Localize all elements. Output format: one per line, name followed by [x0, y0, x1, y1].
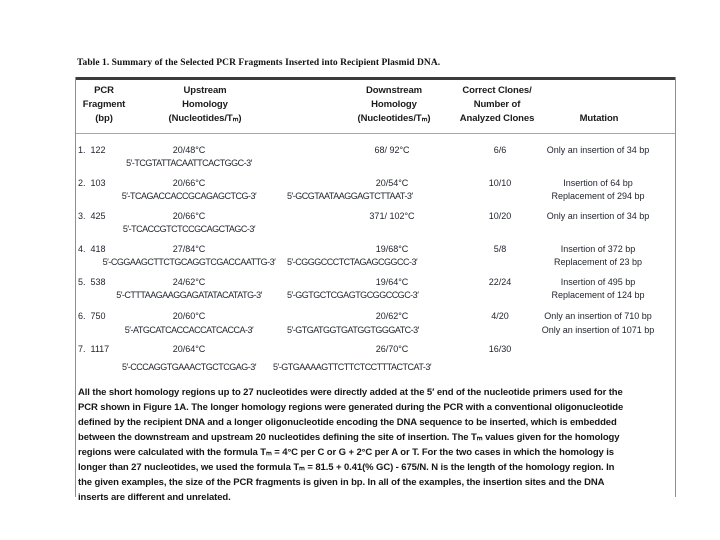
- row5-mutation-l2: Replacement of 124 bp: [551, 290, 645, 300]
- row2-downstream-seq: 5′-GCGTAATAAGGAGTCTTAAT-3′: [287, 191, 413, 201]
- header-separator-rule: [76, 133, 675, 134]
- row5-downstream-seq: 5′-GGTGCTCGAGTGCGGCCGC-3′: [287, 290, 419, 300]
- footnote-line-3: defined by the recipient DNA and a longe…: [78, 417, 617, 428]
- col-header-mutation: Mutation: [579, 113, 619, 124]
- row1-clones: 6/6: [493, 145, 507, 155]
- row4-mutation-l1: Insertion of 372 bp: [560, 244, 636, 254]
- row5-fragment-id: 5. 538: [78, 277, 106, 287]
- row2-mutation-l1: Insertion of 64 bp: [563, 178, 633, 188]
- row7-downstream-tm: 26/70°C: [375, 344, 409, 354]
- footnote-line-2: PCR shown in Figure 1A. The longer homol…: [78, 402, 624, 413]
- footnote-line-5: regions were calculated with the formula…: [78, 447, 614, 458]
- col-header-upstream-l2: Homology: [182, 99, 228, 110]
- row5-upstream-seq: 5′-CTTTAAGAAGGAGATATACATATG-3′: [116, 290, 262, 300]
- row4-upstream-seq: 5′-CGGAAGCTTCTGCAGGTCGACCAATTG-3′: [102, 257, 276, 267]
- row7-clones: 16/30: [488, 344, 512, 354]
- row2-upstream-seq: 5′-TCAGACCACCGCAGAGCTCG-3′: [121, 191, 257, 201]
- row2-fragment-id: 2. 103: [78, 178, 106, 188]
- row6-fragment-id: 6. 750: [78, 311, 106, 321]
- row3-upstream-seq: 5′-TCACCGTCTCCGCAGCTAGC-3′: [122, 224, 256, 234]
- row3-mutation-l1: Only an insertion of 34 bp: [546, 211, 650, 221]
- footnote-line-8: inserts are different and unrelated.: [78, 492, 231, 503]
- footnote-line-4: between the downstream and upstream 20 n…: [78, 432, 620, 443]
- col-header-pcr-l3: (bp): [95, 113, 113, 124]
- footnote-line-6: longer than 27 nucleotides, we used the …: [78, 462, 615, 473]
- col-header-downstream-l1: Downstream: [365, 85, 423, 96]
- row2-downstream-tm: 20/54°C: [375, 178, 409, 188]
- col-header-downstream-l2: Homology: [371, 99, 417, 110]
- row2-mutation-l2: Replacement of 294 bp: [551, 191, 645, 201]
- table-top-border: [75, 77, 676, 80]
- row4-downstream-tm: 19/68°C: [375, 244, 409, 254]
- row6-downstream-tm: 20/62°C: [375, 311, 409, 321]
- row7-upstream-seq: 5′-CCCAGGTGAAACTGCTCGAG-3′: [122, 362, 256, 372]
- row7-fragment-id: 7. 1117: [78, 344, 110, 354]
- row3-downstream-tm: 371/ 102°C: [369, 211, 415, 221]
- col-header-upstream-l1: Upstream: [183, 85, 227, 96]
- row5-upstream-tm: 24/62°C: [172, 277, 206, 287]
- col-header-pcr-l2: Fragment: [82, 99, 126, 110]
- row6-clones: 4/20: [491, 311, 509, 321]
- row2-upstream-tm: 20/66°C: [172, 178, 206, 188]
- col-header-clones-l1: Correct Clones/: [462, 85, 532, 96]
- row3-fragment-id: 3. 425: [78, 211, 106, 221]
- row4-upstream-tm: 27/84°C: [172, 244, 206, 254]
- col-header-clones-l2: Number of: [473, 99, 521, 110]
- row6-upstream-seq: 5′-ATGCATCACCACCATCACCA-3′: [124, 325, 254, 335]
- row4-mutation-l2: Replacement of 23 bp: [553, 257, 643, 267]
- row6-upstream-tm: 20/60°C: [172, 311, 206, 321]
- row6-downstream-seq: 5′-GTGATGGTGATGGTGGGATC-3′: [287, 325, 419, 335]
- row2-clones: 10/10: [488, 178, 512, 188]
- table-title: Table 1. Summary of the Selected PCR Fra…: [77, 58, 441, 68]
- row4-downstream-seq: 5′-CGGGCCCTCTAGAGCGGCC-3′: [287, 257, 418, 267]
- row3-clones: 10/20: [488, 211, 512, 221]
- row4-clones: 5/8: [493, 244, 507, 254]
- row1-downstream-tm: 68/ 92°C: [374, 145, 410, 155]
- row7-upstream-tm: 20/64°C: [172, 344, 206, 354]
- row5-clones: 22/24: [488, 277, 512, 287]
- row7-downstream-seq: 5′-GTGAAAAGTTCTTCTCCTTTACTCAT-3′: [273, 362, 432, 372]
- footnote-line-7: the given examples, the size of the PCR …: [78, 477, 605, 488]
- row1-fragment-id: 1. 122: [78, 145, 106, 155]
- table-frame: [75, 77, 676, 497]
- row5-mutation-l1: Insertion of 495 bp: [560, 277, 636, 287]
- row5-downstream-tm: 19/64°C: [375, 277, 409, 287]
- col-header-clones-l3: Analyzed Clones: [459, 113, 535, 124]
- row3-upstream-tm: 20/66°C: [172, 211, 206, 221]
- row6-mutation-l1: Only an insertion of 710 bp: [544, 311, 652, 321]
- row4-fragment-id: 4. 418: [78, 244, 106, 254]
- row1-upstream-tm: 20/48°C: [172, 145, 206, 155]
- col-header-pcr-l1: PCR: [94, 85, 114, 96]
- row1-upstream-seq: 5′-TCGTATTACAATTCACTGGC-3′: [126, 158, 252, 168]
- row1-mutation-l1: Only an insertion of 34 bp: [546, 145, 650, 155]
- col-header-downstream-l3: (Nucleotides/Tₘ): [357, 113, 431, 124]
- footnote-line-1: All the short homology regions up to 27 …: [78, 387, 623, 398]
- row6-mutation-l2: Only an insertion of 1071 bp: [541, 325, 655, 335]
- col-header-upstream-l3: (Nucleotides/Tₘ): [168, 113, 242, 124]
